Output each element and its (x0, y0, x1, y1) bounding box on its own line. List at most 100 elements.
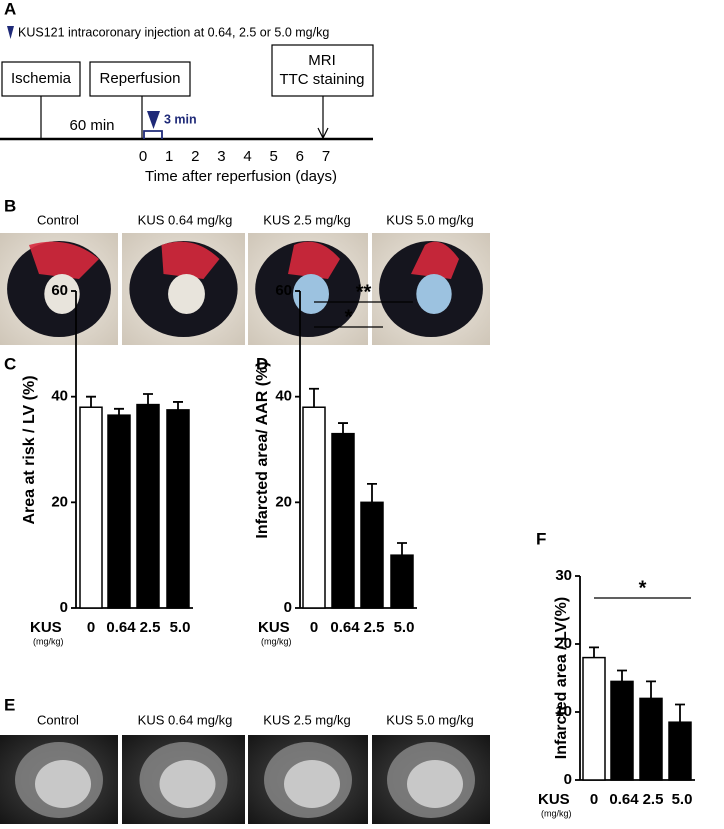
y-axis-label: Infarcted area / LV(%) (553, 597, 570, 759)
y-tick-label: 0 (564, 771, 572, 788)
significance-label: ** (356, 281, 372, 303)
bar (360, 501, 384, 609)
ventricle-cavity (168, 274, 205, 314)
x-tick-label: 0 (87, 619, 95, 636)
y-tick-label: 60 (51, 282, 68, 299)
ventricle-cavity (284, 760, 340, 808)
error-bar (309, 387, 319, 408)
x-tick-label: 0.64 (330, 619, 360, 636)
ventricle-cavity (293, 274, 329, 314)
x-tick-label: 5.0 (672, 791, 693, 808)
error-bar (114, 407, 124, 416)
ventricle-cavity (416, 274, 452, 314)
duration-label: 60 min (69, 117, 114, 134)
panel-label: B (4, 196, 16, 215)
x-tick-label: 0.64 (106, 619, 136, 636)
box (89, 61, 191, 97)
image-label: KUS 2.5 mg/kg (263, 212, 350, 227)
x-tick-label: 2.5 (364, 619, 385, 636)
error-bar (617, 669, 627, 682)
image-label: KUS 0.64 mg/kg (138, 212, 233, 227)
significance-label: * (639, 577, 647, 599)
x-tick-label: 0 (310, 619, 318, 636)
x-tick-label: 2.5 (140, 619, 161, 636)
x-axis-label: KUS (538, 791, 570, 808)
box (271, 44, 374, 97)
y-axis-label: Area at risk / LV (%) (21, 375, 38, 524)
error-bar (675, 703, 685, 723)
bar (390, 554, 414, 609)
box-label: Ischemia (11, 70, 72, 87)
timeline-tick-label: 0 (139, 148, 147, 165)
timeline-axis-label: Time after reperfusion (days) (145, 168, 337, 185)
x-axis-unit: (mg/kg) (33, 636, 64, 646)
box-label: MRI (308, 52, 336, 69)
timeline-tick-label: 1 (165, 148, 173, 165)
x-tick-label: 0.64 (609, 791, 639, 808)
y-tick-label: 20 (51, 493, 68, 510)
x-axis-label: KUS (258, 619, 290, 636)
bar (302, 406, 326, 609)
panel-label: D (256, 354, 268, 373)
image-label: KUS 5.0 mg/kg (386, 212, 473, 227)
bar (79, 406, 103, 609)
bar (136, 403, 160, 609)
ventricle-cavity (407, 760, 463, 808)
infarct-region (29, 241, 99, 279)
significance-label: * (345, 306, 353, 328)
y-tick-label: 30 (555, 567, 572, 584)
ventricle-cavity (35, 760, 91, 808)
timeline-legend: KUS121 intracoronary injection at 0.64, … (18, 25, 329, 39)
y-tick-label: 40 (51, 388, 68, 405)
error-bar (173, 401, 183, 410)
x-axis-unit: (mg/kg) (541, 808, 572, 818)
infarct-region (288, 241, 340, 279)
error-bar (338, 422, 348, 434)
bar (668, 721, 692, 781)
y-tick-label: 20 (275, 493, 292, 510)
y-tick-label: 20 (555, 635, 572, 652)
legend-marker (7, 26, 14, 39)
y-tick-label: 60 (275, 282, 292, 299)
bar (610, 680, 634, 781)
panel-label: C (4, 354, 16, 373)
error-bar (397, 542, 407, 556)
ventricle-cavity (44, 274, 80, 314)
image-label: Control (37, 212, 79, 227)
box (1, 61, 81, 97)
x-tick-label: 5.0 (170, 619, 191, 636)
image-label: KUS 0.64 mg/kg (138, 712, 233, 727)
error-bar (86, 395, 96, 408)
timeline-tick-label: 2 (191, 148, 199, 165)
infarct-region (411, 241, 459, 279)
bar (166, 409, 190, 609)
bar (582, 656, 606, 781)
image-label: Control (37, 712, 79, 727)
y-tick-label: 0 (60, 599, 68, 616)
arrow-head (317, 127, 329, 140)
error-bar (589, 646, 599, 658)
bar (331, 432, 355, 609)
panel-label: E (4, 695, 15, 714)
y-tick-label: 10 (555, 703, 572, 720)
y-tick-label: 0 (284, 599, 292, 616)
infarct-region (161, 241, 220, 279)
x-tick-label: 0 (590, 791, 598, 808)
error-bar (143, 393, 153, 405)
duration-label: 3 min (164, 112, 197, 126)
error-bar (367, 482, 377, 503)
timeline-tick-label: 3 (217, 148, 225, 165)
timeline-tick-label: 4 (243, 148, 251, 165)
error-bar (646, 680, 656, 699)
injection-marker (147, 111, 160, 129)
x-axis-label: KUS (30, 619, 62, 636)
box-label: Reperfusion (100, 70, 181, 87)
image-label: KUS 2.5 mg/kg (263, 712, 350, 727)
x-tick-label: 2.5 (643, 791, 664, 808)
injection-bracket (143, 130, 163, 139)
box-label: TTC staining (279, 71, 364, 88)
bar (639, 697, 663, 781)
x-tick-label: 5.0 (394, 619, 415, 636)
x-axis-unit: (mg/kg) (261, 636, 292, 646)
